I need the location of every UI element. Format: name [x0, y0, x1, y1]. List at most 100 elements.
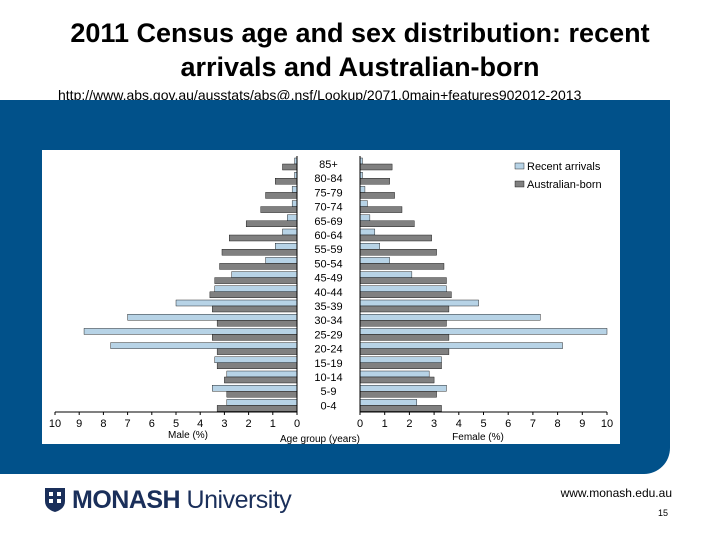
bar-recent-female-50-54	[359, 257, 390, 264]
slide-title: 2011 Census age and sex distribution: re…	[0, 16, 720, 84]
bar-recent-male-10-14	[226, 370, 298, 378]
bar-australian-female-35-39	[359, 305, 450, 313]
bar-australian-male-85+	[282, 163, 298, 171]
bar-recent-female-40-44	[359, 285, 447, 293]
legend-label-australian: Australian-born	[527, 179, 602, 191]
male-tick-label-0: 0	[294, 418, 300, 430]
female-tick-label-8: 8	[555, 418, 561, 430]
female-tick-label-4: 4	[456, 418, 462, 430]
male-tick-label-7: 7	[125, 418, 131, 430]
footer-website[interactable]: www.monash.edu.au	[560, 486, 672, 500]
bar-australian-female-60-64	[359, 234, 432, 242]
bar-recent-female-60-64	[359, 228, 376, 236]
female-tick-label-5: 5	[480, 418, 486, 430]
bar-australian-female-85+	[359, 163, 393, 171]
bar-recent-female-0-4	[359, 399, 418, 406]
male-axis-label: Male (%)	[168, 430, 208, 441]
age-label-50-54: 50-54	[314, 258, 342, 270]
bar-recent-female-15-19	[359, 356, 442, 364]
bar-australian-male-65-69	[245, 220, 298, 228]
monash-logo: MONASH University	[44, 485, 292, 515]
bar-australian-male-50-54	[219, 263, 298, 270]
bar-australian-male-0-4	[216, 405, 298, 412]
bar-recent-male-60-64	[282, 228, 298, 236]
bar-australian-female-50-54	[359, 263, 445, 270]
age-label-10-14: 10-14	[314, 372, 342, 384]
bar-australian-female-0-4	[359, 405, 442, 412]
bar-recent-male-30-34	[127, 313, 298, 321]
age-label-25-29: 25-29	[314, 329, 342, 341]
center-axis-label: Age group (years)	[280, 434, 360, 444]
bar-recent-female-35-39	[359, 299, 479, 307]
age-label-60-64: 60-64	[314, 230, 342, 242]
age-label-35-39: 35-39	[314, 301, 342, 313]
bar-australian-male-35-39	[212, 305, 298, 313]
female-tick-label-7: 7	[530, 418, 536, 430]
age-label-20-24: 20-24	[314, 344, 342, 356]
logo-wordmark-rest: University	[180, 485, 292, 514]
age-label-80-84: 80-84	[314, 173, 342, 185]
female-axis-label: Female (%)	[452, 432, 504, 443]
page-number: 15	[657, 508, 668, 518]
bar-australian-male-10-14	[224, 376, 298, 384]
bar-australian-male-25-29	[212, 334, 298, 341]
male-tick-label-3: 3	[221, 418, 227, 430]
age-label-40-44: 40-44	[314, 287, 342, 299]
bar-australian-male-70-74	[260, 206, 298, 213]
age-label-0-4: 0-4	[321, 400, 337, 412]
bar-recent-female-20-24	[359, 342, 563, 349]
slide-title-line-2: arrivals and Australian-born	[180, 52, 540, 82]
age-label-5-9: 5-9	[321, 386, 337, 398]
bar-australian-male-30-34	[216, 319, 298, 327]
bar-recent-male-5-9	[212, 384, 298, 392]
bar-recent-male-20-24	[110, 342, 298, 349]
bar-recent-female-70-74	[359, 200, 368, 207]
bar-recent-male-75-79	[291, 186, 298, 193]
bar-australian-male-15-19	[216, 362, 298, 370]
age-label-65-69: 65-69	[314, 216, 342, 228]
bar-australian-male-55-59	[221, 248, 298, 256]
bar-australian-female-10-14	[359, 376, 435, 384]
male-tick-label-2: 2	[246, 418, 252, 430]
bar-recent-male-25-29	[83, 328, 298, 335]
bar-recent-male-35-39	[175, 299, 298, 307]
bar-recent-female-25-29	[359, 328, 608, 335]
bar-australian-male-45-49	[214, 277, 298, 284]
male-tick-label-1: 1	[270, 418, 276, 430]
bar-recent-male-55-59	[275, 242, 298, 250]
female-tick-label-0: 0	[357, 418, 363, 430]
age-label-75-79: 75-79	[314, 187, 342, 199]
legend-label-recent: Recent arrivals	[527, 161, 601, 173]
bar-australian-female-30-34	[359, 319, 447, 327]
bar-australian-female-40-44	[359, 291, 452, 299]
bar-australian-male-80-84	[275, 178, 298, 185]
slide-title-line-1: 2011 Census age and sex distribution: re…	[70, 18, 650, 48]
male-tick-label-5: 5	[173, 418, 179, 430]
female-tick-label-1: 1	[382, 418, 388, 430]
bar-recent-male-50-54	[265, 257, 298, 264]
bar-australian-female-25-29	[359, 334, 450, 341]
bar-recent-male-40-44	[214, 285, 298, 293]
bar-australian-male-40-44	[209, 291, 298, 299]
bar-australian-male-75-79	[265, 192, 298, 199]
bar-australian-male-5-9	[226, 390, 298, 398]
legend-swatch-australian	[514, 180, 525, 188]
bar-recent-male-0-4	[226, 399, 298, 406]
bar-australian-male-60-64	[229, 234, 298, 242]
bar-australian-female-5-9	[359, 390, 437, 398]
logo-wordmark: MONASH University	[72, 485, 292, 515]
age-label-70-74: 70-74	[314, 202, 342, 214]
bar-recent-female-75-79	[359, 186, 366, 193]
bar-australian-male-20-24	[216, 348, 298, 355]
bar-australian-female-15-19	[359, 362, 442, 370]
bar-australian-female-55-59	[359, 248, 437, 256]
male-tick-label-8: 8	[100, 418, 106, 430]
bar-australian-female-20-24	[359, 348, 450, 355]
population-pyramid-chart: 85+ 80-84 75-79 70-74 65-69 60-64 55-59 50-54 45…	[42, 150, 620, 444]
bar-recent-male-15-19	[214, 356, 298, 364]
bar-australian-female-45-49	[359, 277, 447, 284]
source-url[interactable]: http://www.abs.gov.au/ausstats/abs@.nsf/…	[58, 87, 582, 100]
bar-recent-female-65-69	[359, 214, 371, 222]
bar-australian-female-70-74	[359, 206, 403, 213]
legend-swatch-recent	[514, 162, 525, 170]
